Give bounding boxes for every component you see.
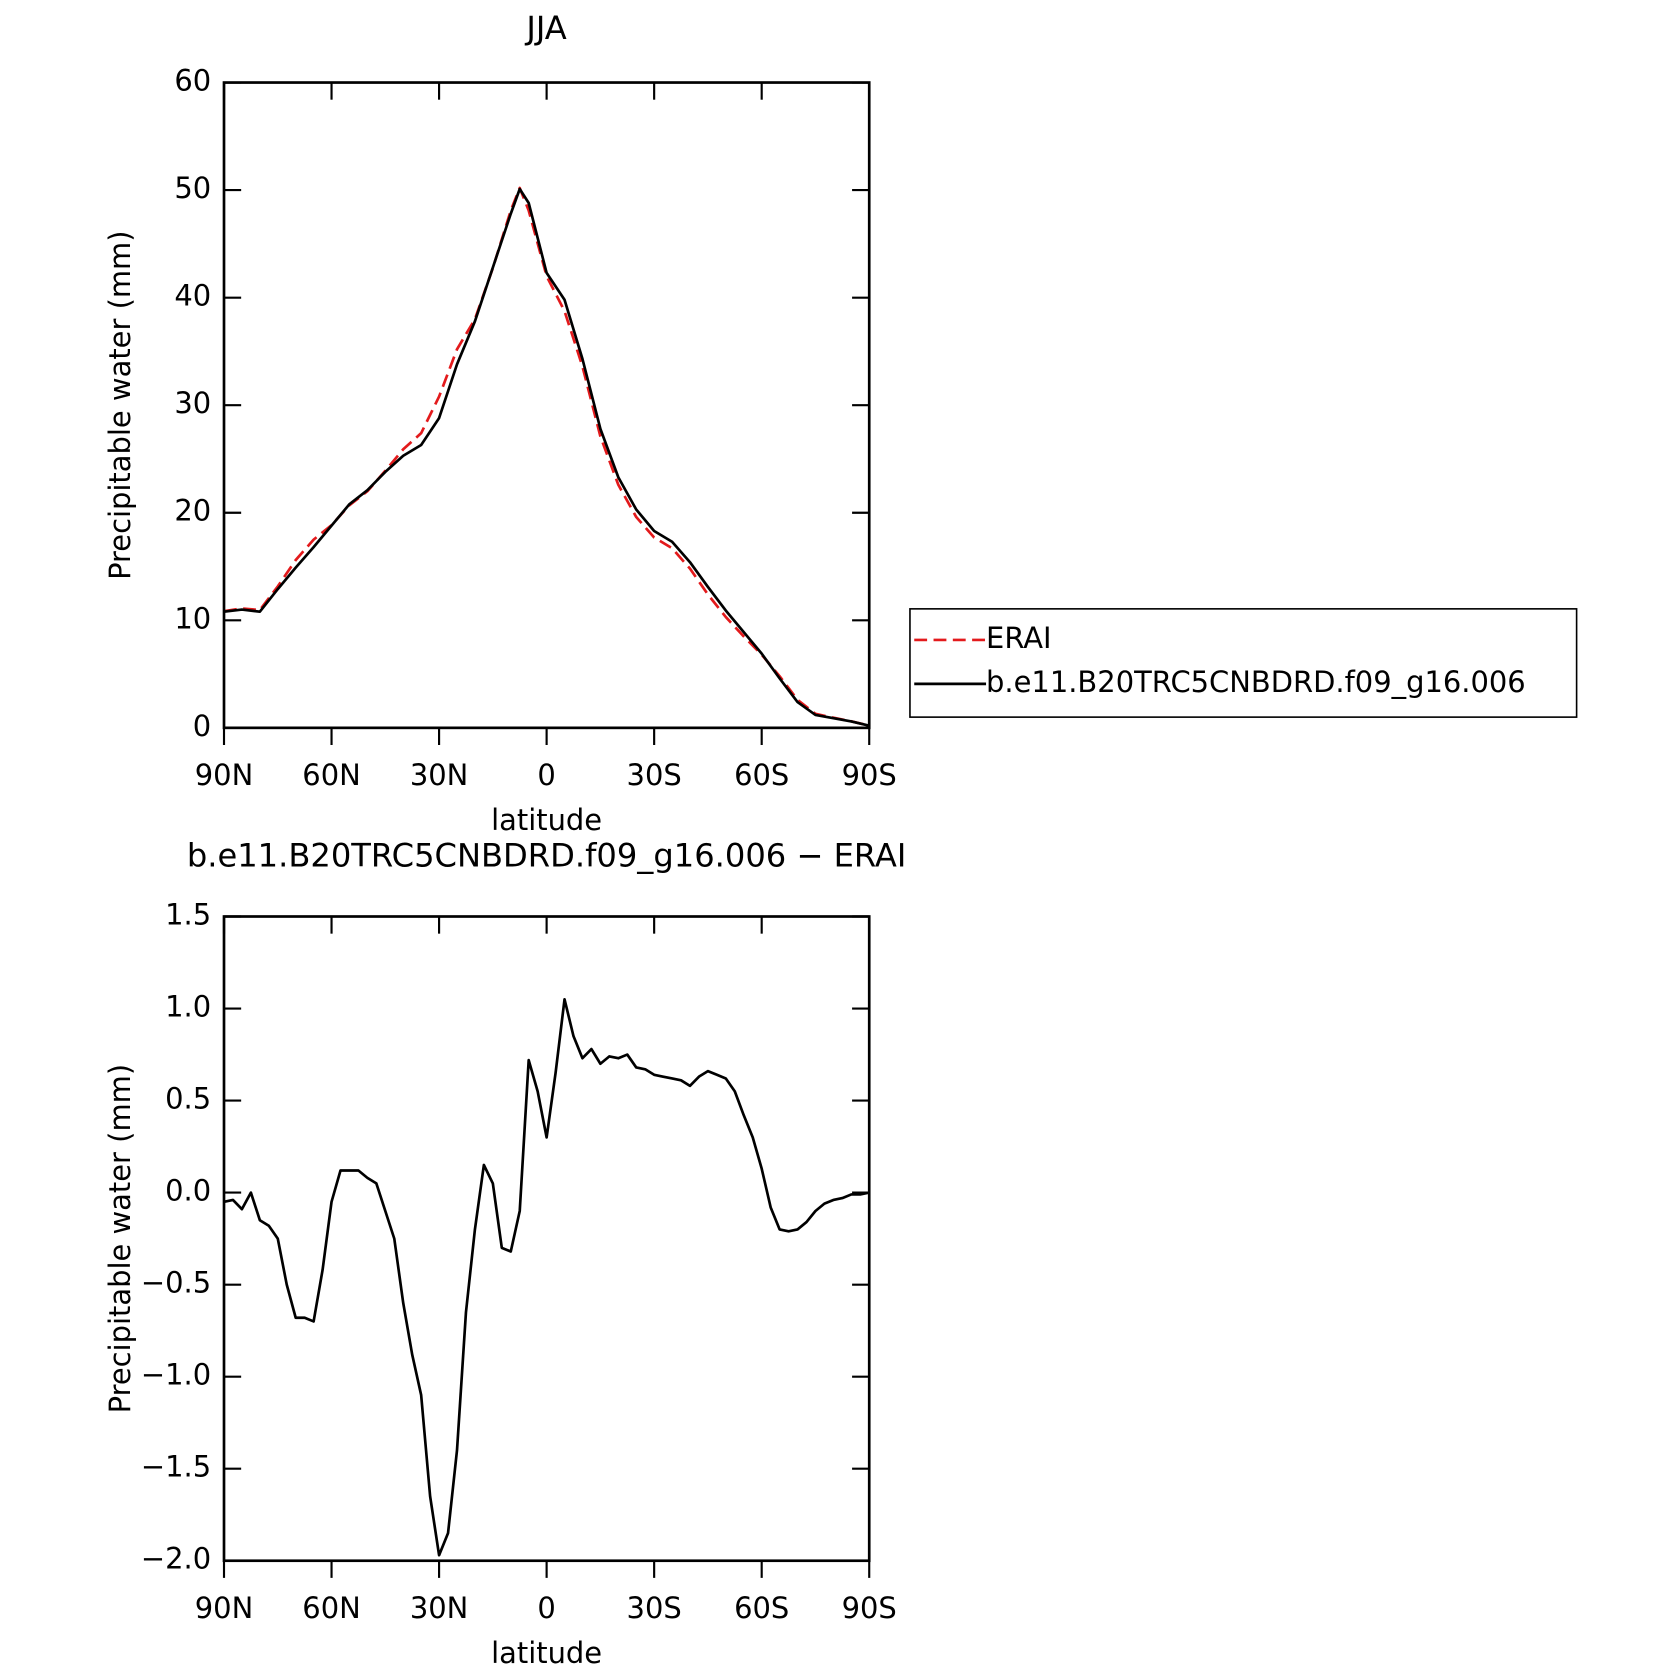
- x-tick-label: 30S: [627, 758, 682, 792]
- y-axis-label: Precipitable water (mm): [103, 230, 137, 579]
- legend-label: ERAI: [986, 621, 1052, 655]
- data-line: [223, 997, 870, 1557]
- y-tick-label: 10: [174, 601, 211, 635]
- y-tick-label: −1.5: [141, 1450, 211, 1484]
- x-axis-label: latitude: [491, 1636, 602, 1669]
- y-tick-label: 1.5: [165, 898, 211, 932]
- plot-frame: [222, 81, 871, 730]
- x-tick-label: 90S: [842, 758, 897, 792]
- y-tick-label: 0: [193, 709, 211, 743]
- x-tick-label: 0: [537, 1591, 555, 1625]
- y-tick-label: 50: [174, 171, 211, 205]
- chart-title: b.e11.B20TRC5CNBDRD.f09_g16.006 − ERAI: [187, 837, 907, 875]
- x-tick-label: 90N: [195, 758, 253, 792]
- y-tick-label: −2.0: [141, 1542, 211, 1576]
- x-tick-label: 90N: [195, 1591, 253, 1625]
- x-tick-label: 60N: [302, 1591, 360, 1625]
- y-tick-label: −0.5: [141, 1266, 211, 1300]
- x-tick-label: 0: [537, 758, 555, 792]
- y-tick-label: 20: [174, 494, 211, 528]
- y-axis-label: Precipitable water (mm): [103, 1064, 137, 1413]
- y-tick-label: 1.0: [165, 990, 211, 1024]
- legend-box: [909, 608, 1578, 718]
- x-tick-label: 60S: [734, 758, 789, 792]
- x-tick-label: 60S: [734, 1591, 789, 1625]
- x-tick-label: 30N: [410, 1591, 468, 1625]
- chart-title: JJA: [524, 9, 566, 47]
- plot-frame: [222, 915, 871, 1563]
- y-tick-label: 0.5: [165, 1082, 211, 1116]
- x-tick-label: 90S: [842, 1591, 897, 1625]
- x-tick-label: 30N: [410, 758, 468, 792]
- y-tick-label: 40: [174, 279, 211, 313]
- y-tick-label: 0.0: [165, 1174, 211, 1208]
- data-line: [223, 187, 870, 727]
- y-tick-label: 60: [174, 64, 211, 98]
- x-axis-label: latitude: [491, 803, 602, 837]
- legend-label: b.e11.B20TRC5CNBDRD.f09_g16.006: [986, 665, 1526, 699]
- y-tick-label: 30: [174, 386, 211, 420]
- x-tick-label: 30S: [627, 1591, 682, 1625]
- x-tick-label: 60N: [302, 758, 360, 792]
- y-tick-label: −1.0: [141, 1358, 211, 1392]
